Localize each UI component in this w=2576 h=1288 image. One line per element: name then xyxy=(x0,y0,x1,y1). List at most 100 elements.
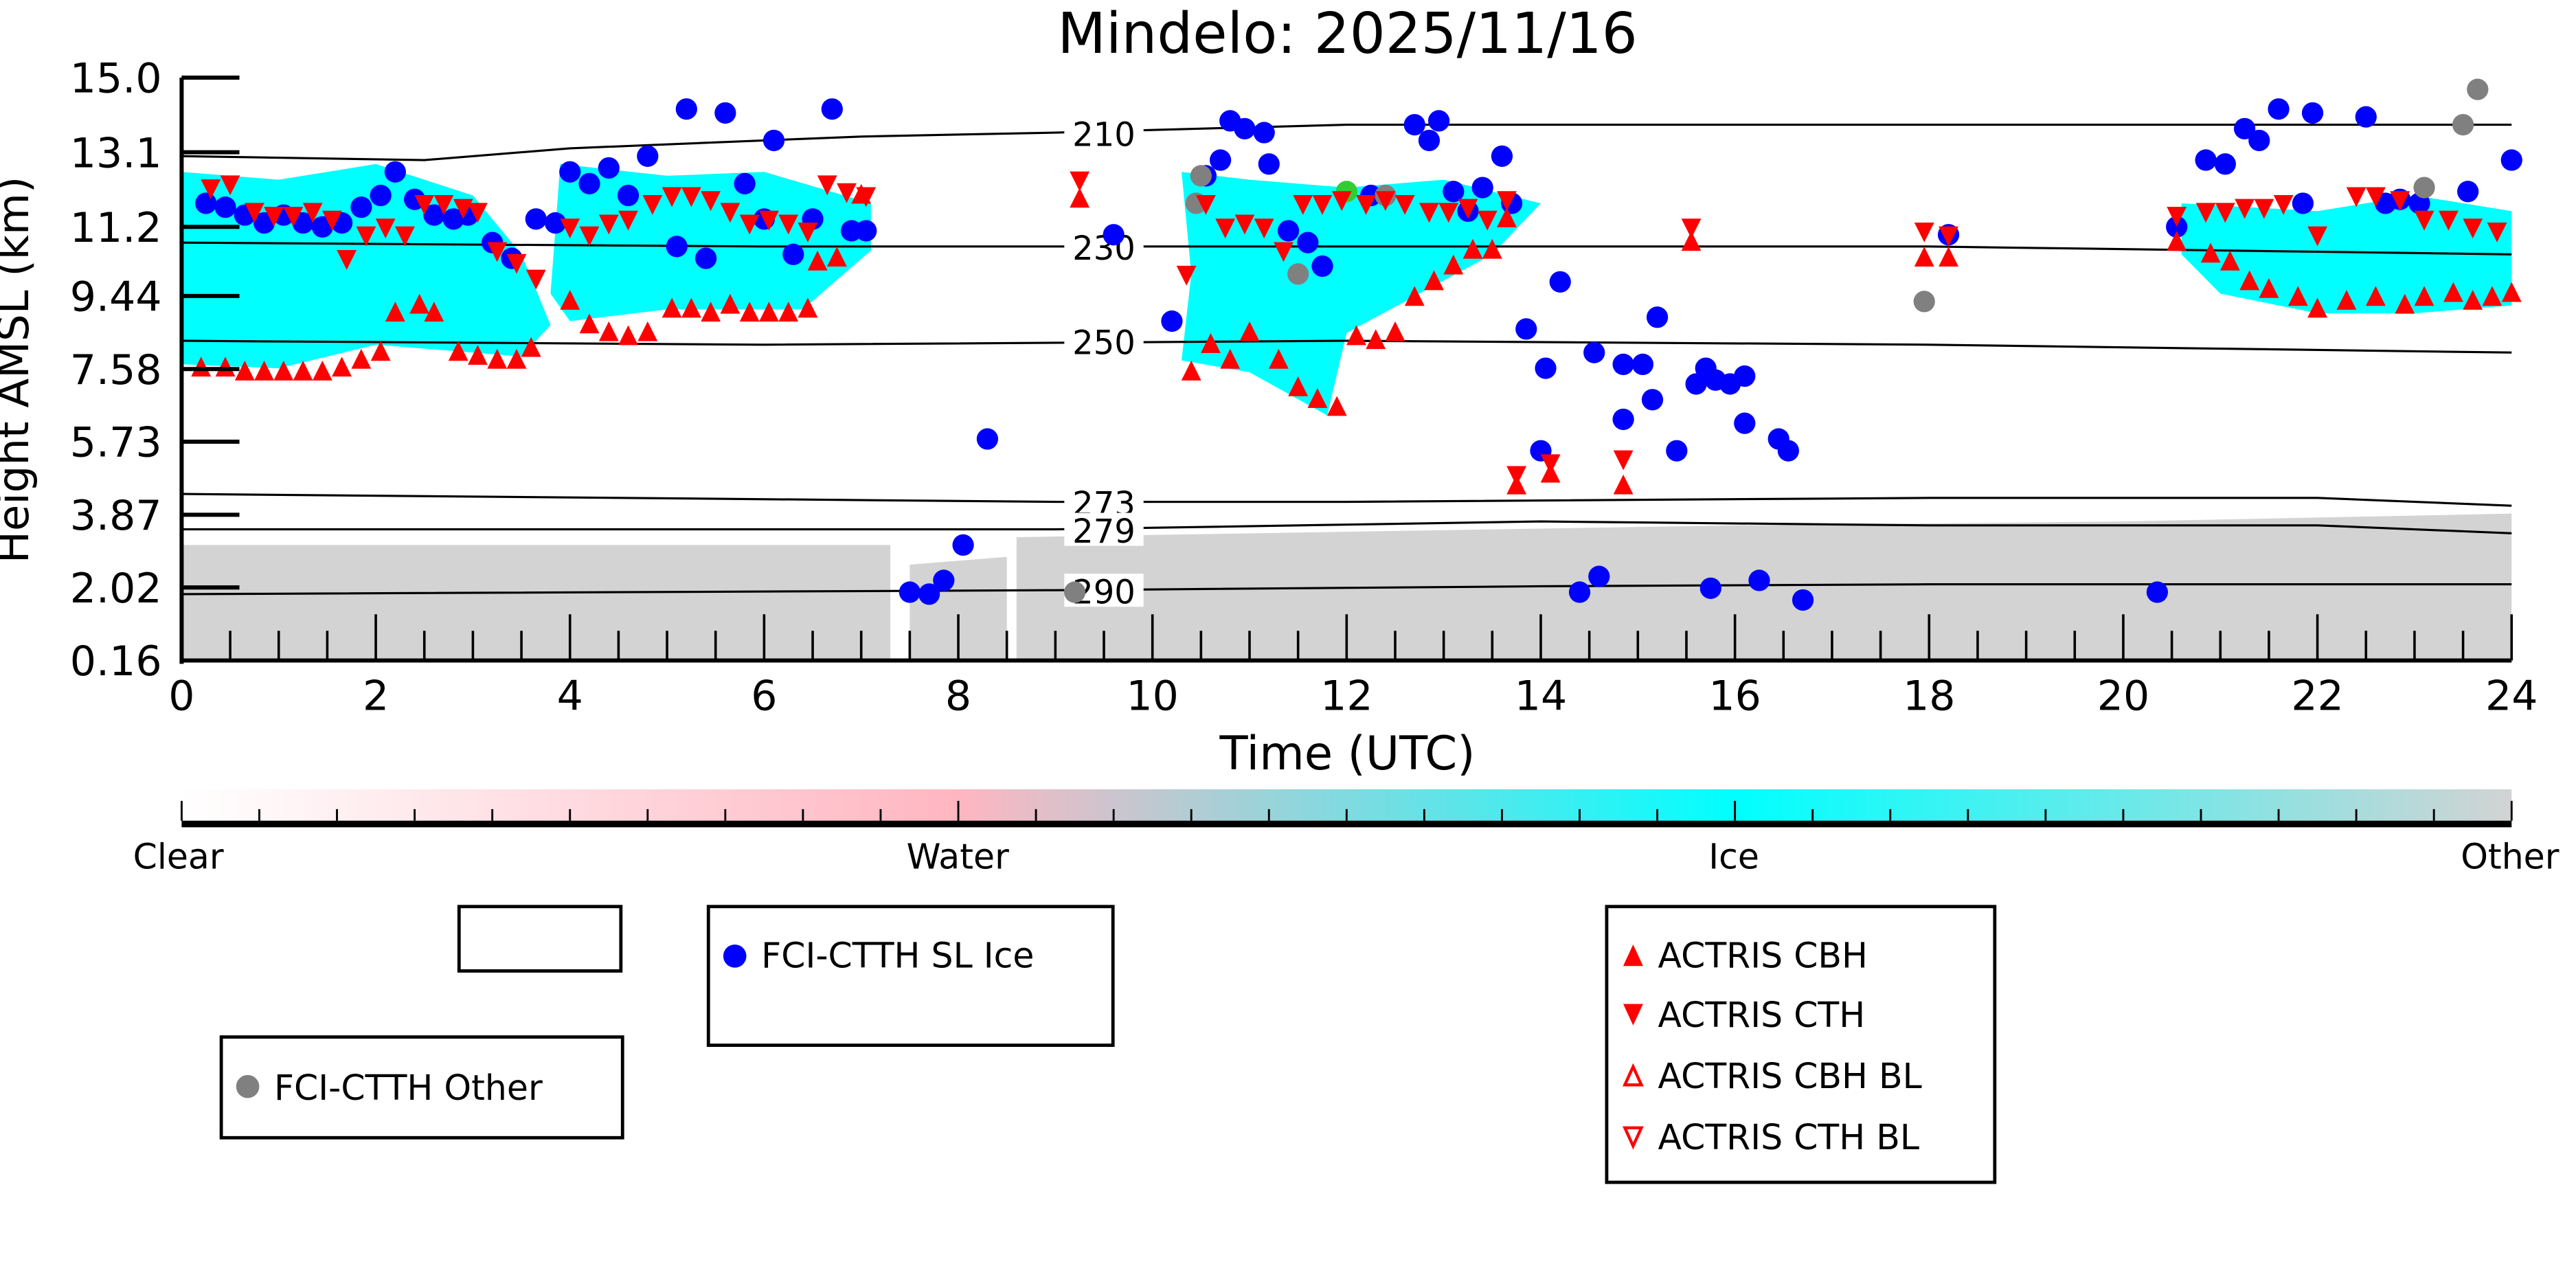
data-point xyxy=(1734,365,1756,387)
data-point xyxy=(1641,389,1664,411)
data-point xyxy=(976,428,999,450)
data-point xyxy=(559,161,581,183)
data-point xyxy=(1195,194,1216,215)
data-point xyxy=(264,207,284,227)
data-point xyxy=(560,218,580,239)
data-point xyxy=(2452,113,2474,136)
y-tick-label: 11.2 xyxy=(70,204,162,252)
data-point xyxy=(1385,321,1405,341)
data-point xyxy=(1612,353,1634,376)
x-tick-label: 18 xyxy=(1903,673,1955,721)
data-point xyxy=(2292,192,2314,214)
data-point xyxy=(2268,98,2290,120)
legend-actris: ACTRIS CBH ACTRIS CTH ACTRIS CBH BL ACTR… xyxy=(1605,905,1997,1184)
legend-label: ACTRIS CTH xyxy=(1658,995,1865,1035)
data-point xyxy=(506,348,527,369)
legend-fci-other: FCI-CTTH Other xyxy=(219,1035,624,1140)
data-point xyxy=(1471,177,1493,199)
isotherm-label: 210 xyxy=(1072,115,1136,154)
data-point xyxy=(720,203,741,223)
data-point xyxy=(1268,348,1289,369)
x-tick-label: 4 xyxy=(557,673,583,721)
y-tick-label: 9.44 xyxy=(70,273,162,321)
data-point xyxy=(375,218,396,239)
data-point xyxy=(1234,117,1256,139)
data-point xyxy=(2487,222,2507,242)
legend-marker-blue-circle xyxy=(723,945,747,968)
isotherm-label-background xyxy=(1064,115,1144,150)
data-point xyxy=(2195,203,2216,223)
data-point xyxy=(2235,199,2255,219)
data-point xyxy=(215,357,236,377)
data-point xyxy=(642,194,663,215)
data-point xyxy=(356,226,376,247)
data-point xyxy=(1631,353,1654,376)
data-point xyxy=(2167,231,2187,251)
data-point xyxy=(385,302,405,322)
data-point xyxy=(1583,341,1605,363)
data-point xyxy=(384,161,406,183)
data-point xyxy=(2463,218,2483,239)
data-point xyxy=(2413,177,2435,199)
isotherm-line-273 xyxy=(181,493,2512,507)
y-tick-label: 5.73 xyxy=(70,419,162,467)
data-point xyxy=(734,172,756,194)
data-point xyxy=(1477,210,1498,231)
data-point xyxy=(560,290,580,310)
data-point xyxy=(2438,210,2459,231)
data-point xyxy=(817,175,837,196)
data-point xyxy=(739,214,760,235)
data-point xyxy=(395,226,415,247)
data-point xyxy=(1070,188,1090,208)
x-tick-label: 24 xyxy=(2485,673,2538,721)
data-point xyxy=(1394,194,1415,215)
data-point xyxy=(2195,149,2217,171)
data-point xyxy=(2414,286,2434,306)
data-point xyxy=(1277,220,1300,242)
data-point xyxy=(720,293,741,314)
isotherm-line-250 xyxy=(181,339,2512,354)
data-point xyxy=(2248,129,2270,152)
data-point xyxy=(1201,332,1221,353)
data-point xyxy=(468,203,488,223)
data-point xyxy=(618,325,638,346)
data-point xyxy=(1288,376,1309,396)
data-point xyxy=(637,321,658,341)
isotherm-label-background xyxy=(1064,324,1144,358)
data-point xyxy=(1356,194,1377,215)
data-point xyxy=(506,253,527,274)
data-point xyxy=(1418,129,1440,152)
data-point xyxy=(662,297,682,318)
data-point xyxy=(487,348,508,369)
y-tick-label: 0.16 xyxy=(70,637,162,686)
data-point xyxy=(1063,581,1086,603)
data-point xyxy=(1646,306,1669,328)
data-point xyxy=(1419,203,1439,223)
data-point xyxy=(2287,286,2308,306)
data-point xyxy=(337,249,357,270)
data-point xyxy=(1540,454,1561,475)
data-point xyxy=(2395,293,2415,314)
cloud-mask-other-region xyxy=(181,545,891,661)
colorbar-axis xyxy=(181,820,2512,828)
data-point xyxy=(1666,440,1688,462)
data-point xyxy=(1792,589,1814,611)
data-point xyxy=(1181,361,1201,381)
x-tick-label: 16 xyxy=(1708,673,1761,721)
data-point xyxy=(453,199,473,219)
data-point xyxy=(2301,102,2324,124)
data-point xyxy=(918,583,940,605)
data-point xyxy=(195,192,217,214)
data-point xyxy=(2346,187,2366,207)
data-point xyxy=(1331,191,1352,212)
data-point xyxy=(855,220,877,242)
cloud-mask-ice-region xyxy=(1182,172,1541,416)
data-point xyxy=(244,203,264,223)
data-point xyxy=(1366,329,1386,350)
data-point xyxy=(1681,218,1702,239)
data-point xyxy=(2233,117,2256,139)
data-point xyxy=(220,175,240,196)
y-tick-label: 3.87 xyxy=(70,492,162,540)
data-point xyxy=(283,207,304,227)
data-point xyxy=(1254,218,1274,239)
